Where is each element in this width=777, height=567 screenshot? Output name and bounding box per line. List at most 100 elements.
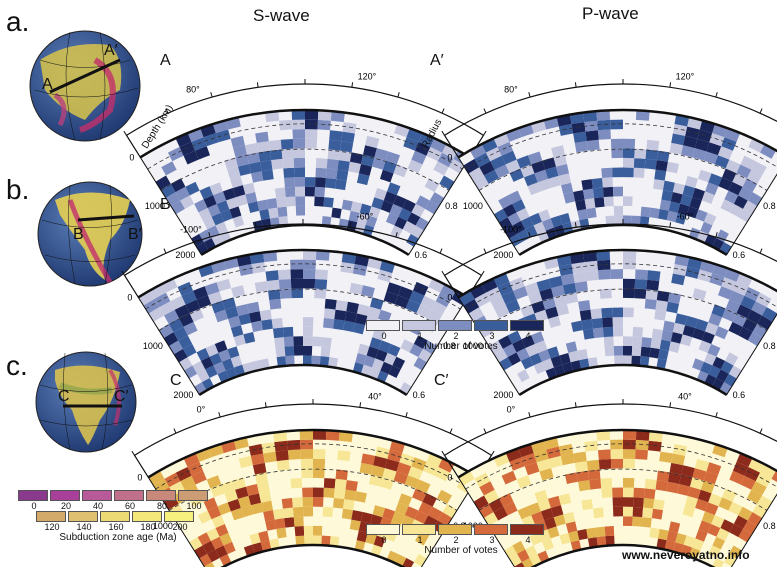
vote-cell bbox=[173, 326, 188, 341]
vote-cell bbox=[314, 196, 325, 207]
vote-cell bbox=[400, 339, 414, 353]
vote-cell bbox=[771, 470, 777, 483]
vote-cell bbox=[158, 323, 174, 338]
vote-cell bbox=[261, 442, 276, 454]
vote-cell bbox=[299, 430, 313, 440]
vote-cell bbox=[703, 471, 719, 485]
vote-cell bbox=[527, 182, 541, 196]
vote-cell bbox=[383, 291, 399, 305]
vote-cell bbox=[484, 169, 500, 184]
vote-cell bbox=[623, 458, 636, 469]
vote-cell bbox=[302, 487, 313, 498]
vote-cell bbox=[747, 192, 763, 207]
vote-cell bbox=[138, 290, 155, 306]
vote-cell bbox=[714, 326, 729, 340]
vote-cell bbox=[179, 141, 196, 156]
vote-cell bbox=[215, 129, 231, 143]
vote-cell bbox=[317, 119, 331, 131]
vote-cell bbox=[469, 144, 486, 159]
vote-cell bbox=[369, 337, 382, 350]
vote-cell bbox=[338, 150, 352, 162]
vote-cell bbox=[517, 369, 530, 383]
vote-cell bbox=[207, 291, 223, 305]
vote-cell bbox=[300, 439, 313, 450]
vote-cell bbox=[373, 455, 388, 469]
vote-cell bbox=[589, 478, 602, 490]
vote-cell bbox=[473, 495, 489, 510]
vote-cell bbox=[736, 164, 752, 179]
longitude-label: 0° bbox=[507, 405, 516, 415]
vote-cell bbox=[594, 197, 605, 208]
vote-cell bbox=[303, 345, 313, 356]
depth-tick-label: 0 bbox=[447, 152, 452, 162]
vote-cell bbox=[354, 491, 367, 503]
vote-cell bbox=[214, 309, 229, 323]
vote-cell bbox=[278, 279, 292, 290]
vote-cell bbox=[315, 250, 330, 261]
vote-cell bbox=[705, 502, 719, 516]
vote-cell bbox=[571, 320, 583, 333]
vote-cell bbox=[303, 278, 316, 289]
vote-cell bbox=[553, 514, 566, 527]
vote-cell bbox=[639, 356, 650, 367]
vote-cell bbox=[671, 273, 686, 286]
vote-cell bbox=[468, 307, 485, 322]
vote-cell bbox=[340, 141, 354, 153]
vote-cell bbox=[697, 269, 713, 283]
vote-cell bbox=[335, 469, 349, 481]
vote-cell bbox=[374, 188, 388, 201]
age-row1-swatch bbox=[146, 490, 176, 501]
votes-blue-swatch bbox=[402, 320, 436, 331]
vote-cell bbox=[670, 332, 683, 344]
vote-cell bbox=[728, 181, 743, 196]
longitude-tick bbox=[173, 428, 177, 434]
longitude-tick bbox=[715, 412, 718, 418]
vote-cell bbox=[391, 511, 405, 524]
vote-cell bbox=[197, 510, 212, 524]
longitude-tick bbox=[441, 450, 445, 456]
vote-cell bbox=[388, 365, 401, 378]
vote-cell bbox=[290, 259, 303, 270]
age-row2-swatch bbox=[100, 511, 130, 522]
vote-cell bbox=[230, 355, 243, 368]
votes-red-swatch bbox=[366, 524, 400, 535]
vote-cell bbox=[512, 540, 526, 554]
votes-legend-blue-title: Number of votes bbox=[424, 341, 498, 352]
vote-cell bbox=[469, 284, 486, 299]
depth-tick-label: 0 bbox=[447, 472, 452, 482]
vote-cell bbox=[574, 141, 588, 153]
vote-cell bbox=[438, 458, 455, 473]
vote-cell bbox=[213, 191, 227, 204]
vote-cell bbox=[632, 326, 644, 338]
vote-cell bbox=[559, 352, 571, 365]
vote-cell bbox=[174, 304, 190, 319]
vote-cell bbox=[183, 453, 200, 468]
vote-cell bbox=[273, 431, 288, 443]
vote-cell bbox=[329, 536, 340, 547]
vote-cell bbox=[315, 269, 329, 280]
longitude-tick bbox=[397, 92, 400, 98]
vote-cell bbox=[581, 179, 593, 191]
vote-cell bbox=[468, 167, 485, 182]
vote-cell bbox=[351, 510, 363, 522]
vote-cell bbox=[390, 225, 403, 238]
votes-blue-swatch bbox=[438, 320, 472, 331]
vote-cell bbox=[338, 431, 353, 443]
vote-cell bbox=[597, 119, 611, 131]
panel-letter-a: a. bbox=[6, 6, 30, 37]
age-row1-label: 40 bbox=[92, 501, 103, 511]
radius-tick-label: 0.8 bbox=[763, 341, 776, 351]
vote-cell bbox=[586, 139, 600, 151]
vote-cell bbox=[623, 167, 634, 178]
age-row2-swatch bbox=[132, 511, 162, 522]
vote-cell bbox=[328, 357, 339, 368]
vote-cell bbox=[259, 209, 270, 221]
vote-cell bbox=[372, 328, 386, 341]
depth-tick-label: 1000 bbox=[143, 341, 163, 351]
vote-cell bbox=[695, 209, 708, 222]
vote-cell bbox=[250, 502, 264, 515]
vote-cell bbox=[698, 520, 712, 533]
vote-cell bbox=[285, 355, 295, 366]
